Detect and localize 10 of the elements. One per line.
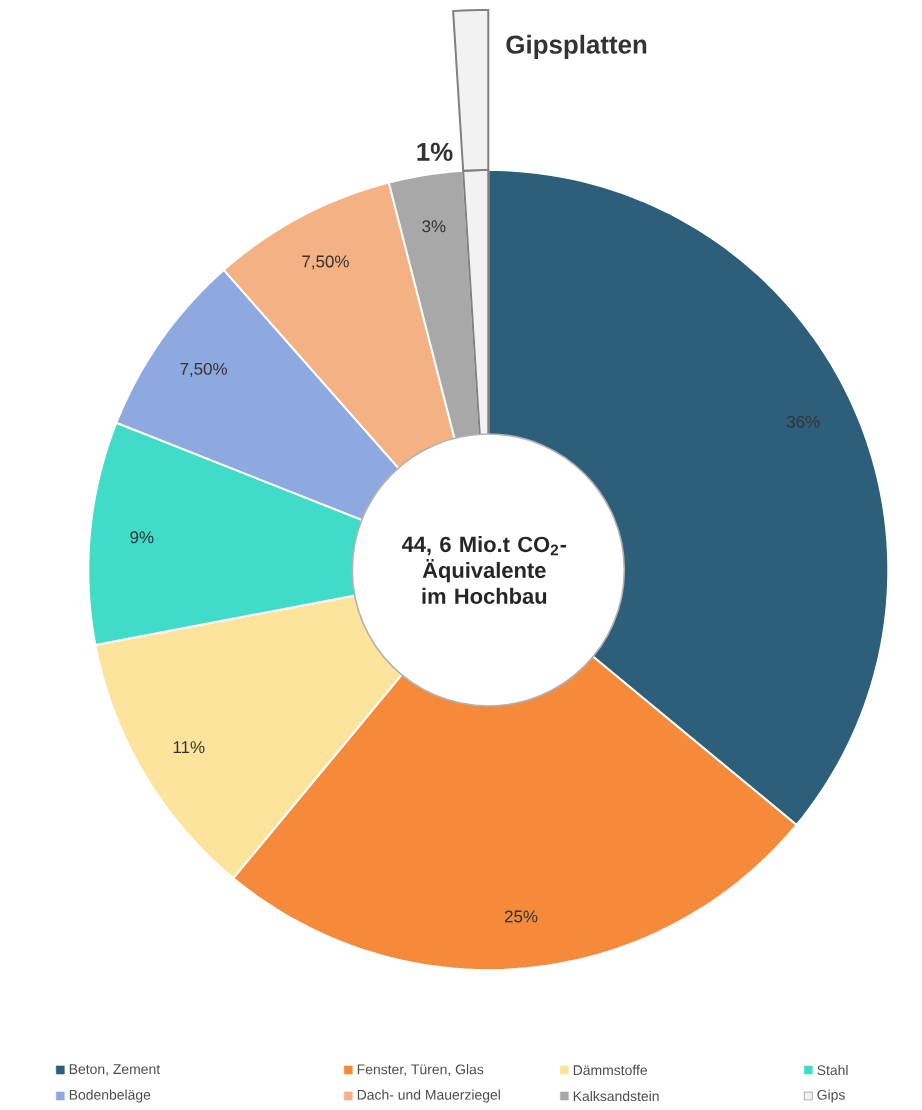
text: 44, 6 Mio.t CO$_{2}$-Äquivalente im Hochbau xyxy=(401,536,566,604)
data-label: 36% xyxy=(786,415,820,428)
data-label: 25% xyxy=(504,910,538,923)
text: Gipsplatten xyxy=(506,34,647,59)
data-label: 9% xyxy=(130,531,154,544)
data-label: 11% xyxy=(173,741,205,754)
data-label: 7,50% xyxy=(302,255,349,270)
data-label: 1% xyxy=(417,142,453,161)
data-label: 3% xyxy=(422,220,446,233)
data-label: 7,50% xyxy=(180,362,227,377)
